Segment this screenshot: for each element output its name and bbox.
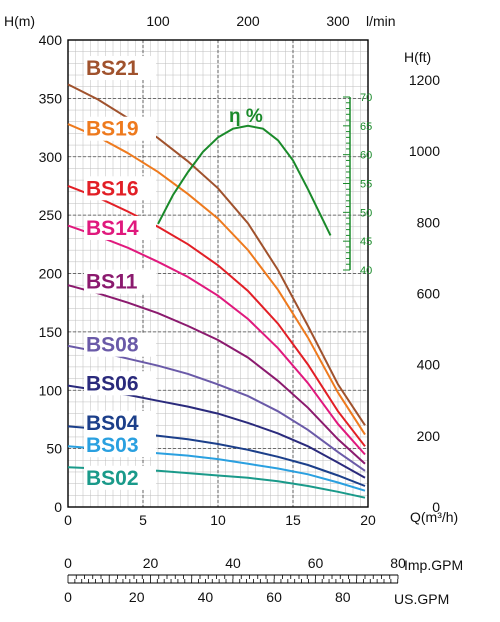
curve-bs16 — [67, 184, 366, 447]
series-label-bs04: BS04 — [86, 412, 139, 435]
series-label-bs21: BS21 — [86, 57, 139, 80]
series-label-bs08: BS08 — [86, 334, 139, 357]
tick-flow-m3h: 10 — [210, 512, 226, 528]
efficiency-axis-label: η % — [229, 106, 263, 127]
head-ft-axis-label: H(ft) — [404, 49, 431, 65]
tick-us-gpm: 40 — [198, 589, 214, 605]
tick-us-gpm: 60 — [266, 589, 282, 605]
series-label-bs06: BS06 — [86, 372, 139, 395]
series-label-bs16: BS16 — [86, 177, 139, 200]
series-label-bs19: BS19 — [86, 118, 139, 141]
label-bg-bs19 — [84, 116, 156, 141]
tick-us-gpm: 0 — [64, 589, 72, 605]
flow-lmin-axis-label: l/min — [366, 13, 396, 29]
tick-head-m: 400 — [39, 32, 63, 48]
bottom-gpm-scales: 0 20 40 60 80 0 20 40 60 80 — [64, 555, 406, 605]
curve-bs11 — [67, 284, 366, 465]
tick-head-m: 100 — [39, 382, 63, 398]
label-bg-bs03 — [84, 433, 156, 458]
tick-head-m: 300 — [39, 149, 63, 165]
label-bg-bs02 — [84, 465, 156, 490]
tick-efficiency: 50 — [360, 207, 372, 219]
tick-head-ft: 200 — [417, 428, 441, 444]
tick-head-m: 0 — [54, 499, 62, 515]
curve-bs21 — [67, 83, 366, 426]
label-bg-bs14 — [84, 215, 156, 240]
tick-us-gpm: 80 — [335, 589, 351, 605]
head-m-axis-label: H(m) — [4, 13, 35, 29]
tick-flow-lmin: 300 — [326, 13, 350, 29]
tick-imp-gpm: 80 — [390, 555, 406, 571]
tick-head-m: 50 — [46, 441, 62, 457]
tick-flow-m3h: 20 — [360, 512, 376, 528]
tick-efficiency: 45 — [360, 236, 372, 248]
tick-head-ft: 800 — [417, 214, 441, 230]
tick-head-ft: 1000 — [409, 143, 440, 159]
label-bg-bs06 — [84, 371, 156, 396]
tick-head-ft: 400 — [417, 357, 441, 373]
series-label-bs02: BS02 — [86, 467, 139, 490]
label-bg-bs08 — [84, 332, 156, 357]
label-bg-bs11 — [84, 269, 156, 294]
tick-efficiency: 65 — [360, 121, 372, 133]
tick-head-m: 350 — [39, 90, 63, 106]
tick-flow-lmin: 200 — [236, 13, 260, 29]
tick-flow-m3h: 15 — [285, 512, 301, 528]
imp-gpm-axis-label: Imp.GPM — [404, 557, 463, 573]
tick-head-m: 250 — [39, 207, 63, 223]
efficiency-curve-group — [157, 124, 332, 236]
tick-head-ft: 1200 — [409, 72, 440, 88]
tick-us-gpm: 20 — [129, 589, 145, 605]
series-label-bs03: BS03 — [86, 434, 139, 457]
flow-m3h-axis-label: Q(m³/h) — [410, 509, 458, 525]
label-bg-bs16 — [84, 176, 156, 201]
tick-head-ft: 0 — [432, 499, 440, 515]
curve-bs14 — [67, 224, 366, 456]
tick-imp-gpm: 60 — [308, 555, 324, 571]
curve-bs19 — [67, 123, 366, 436]
tick-head-m: 150 — [39, 324, 63, 340]
tick-flow-m3h: 5 — [139, 512, 147, 528]
tick-head-ft: 600 — [417, 285, 441, 301]
series-label-bs14: BS14 — [86, 217, 139, 240]
efficiency-curve — [157, 124, 332, 236]
tick-flow-lmin: 100 — [146, 13, 170, 29]
tick-head-m: 200 — [39, 266, 63, 282]
tick-imp-gpm: 0 — [64, 555, 72, 571]
efficiency-axis: 40 45 50 55 60 65 70 — [343, 92, 372, 277]
tick-imp-gpm: 20 — [143, 555, 159, 571]
tick-efficiency: 55 — [360, 179, 372, 191]
tick-imp-gpm: 40 — [225, 555, 241, 571]
plot-frame — [67, 39, 369, 508]
label-bg-bs21 — [84, 56, 156, 81]
tick-efficiency: 40 — [360, 265, 372, 277]
us-gpm-axis-label: US.GPM — [394, 591, 449, 607]
label-bg-bs04 — [84, 410, 156, 435]
tick-efficiency: 70 — [360, 92, 372, 104]
tick-efficiency: 60 — [360, 150, 372, 162]
tick-flow-m3h: 0 — [64, 512, 72, 528]
series-label-bs11: BS11 — [86, 271, 138, 294]
